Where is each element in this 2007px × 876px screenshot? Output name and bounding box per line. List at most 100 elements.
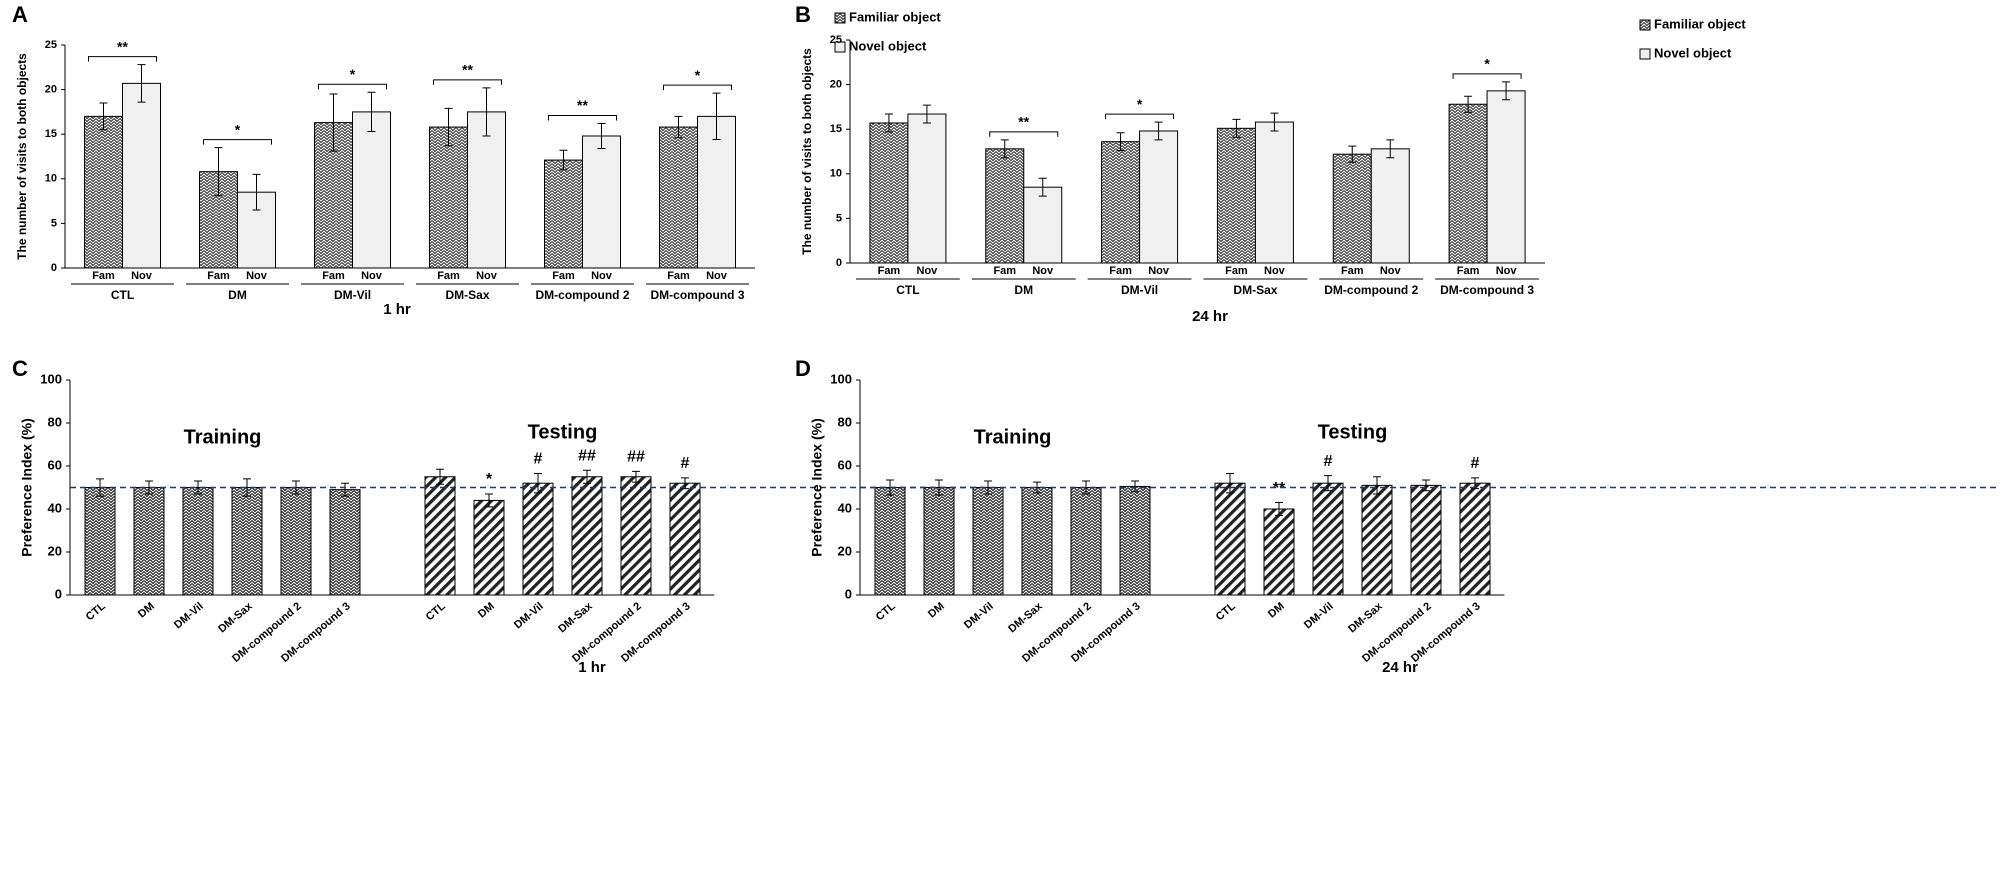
error-bar [1324, 475, 1332, 492]
bar-label: Nov [591, 270, 613, 282]
x-tick-label: DM-compound 3 [651, 288, 745, 302]
significance-bracket [318, 83, 387, 90]
bar [582, 135, 621, 269]
bar [659, 126, 698, 269]
x-tick-label: DM-Sax [556, 600, 595, 636]
panel-letter: D [795, 356, 811, 381]
error-bar [1275, 502, 1283, 516]
bar [1459, 482, 1491, 596]
x-axis-label: 24 hr [1192, 308, 1228, 325]
significance-label: ## [627, 449, 645, 466]
legend-label: Novel object [849, 38, 927, 53]
x-tick-label: DM-Vil [1302, 600, 1336, 631]
bar-label: Nov [917, 265, 939, 277]
group-label: Training [974, 426, 1052, 448]
significance-bracket [1105, 113, 1175, 120]
bar [1448, 103, 1488, 264]
y-tick-label: 20 [45, 84, 57, 96]
bar-label: Nov [1148, 265, 1170, 277]
bar-label: Fam [1457, 265, 1480, 277]
x-tick-label: DM [136, 600, 157, 620]
error-bar [194, 480, 202, 495]
y-tick-label: 10 [45, 173, 57, 185]
significance-bracket [88, 56, 157, 62]
error-bar [1373, 476, 1381, 495]
bar-label: Fam [92, 270, 115, 282]
bar [1216, 127, 1256, 264]
x-tick-label: DM [926, 600, 947, 620]
bar [84, 115, 123, 269]
bar-label: Nov [246, 270, 268, 282]
y-tick-label: 40 [48, 500, 62, 515]
error-bar [1502, 81, 1511, 101]
x-tick-label: DM-Sax [445, 288, 489, 302]
x-tick-label: DM [228, 288, 247, 302]
x-axis-label: 1 hr [383, 301, 411, 318]
significance-label: * [1484, 56, 1490, 72]
error-bar [145, 480, 153, 495]
bar-label: Nov [1032, 265, 1054, 277]
significance-bracket [1452, 73, 1522, 79]
y-tick-label: 100 [40, 371, 62, 386]
bar-label: Nov [1380, 265, 1402, 277]
x-tick-label: DM [476, 600, 497, 620]
panel-letter: B [795, 2, 811, 27]
bar [1101, 141, 1141, 264]
legend-swatch [1639, 19, 1651, 31]
significance-label: ## [578, 448, 596, 465]
y-tick-label: 15 [45, 128, 57, 140]
x-tick-label: DM [1266, 600, 1287, 620]
significance-bracket [433, 79, 502, 85]
error-bar [329, 93, 338, 152]
error-bar [1348, 145, 1357, 163]
panel-letter: A [12, 2, 28, 27]
significance-bracket [663, 84, 732, 91]
x-tick-label: DM-Sax [1346, 600, 1385, 636]
bar [1486, 90, 1526, 264]
bar [352, 111, 391, 269]
y-tick-label: 0 [55, 586, 62, 601]
x-tick-label: DM-Sax [216, 600, 255, 636]
y-tick-label: 80 [48, 414, 62, 429]
error-bar [935, 479, 943, 496]
y-tick-label: 60 [48, 457, 62, 472]
panel-letter: C [12, 356, 28, 381]
significance-label: ** [117, 38, 128, 54]
error-bar [1270, 112, 1279, 132]
bar [544, 159, 583, 269]
y-tick-label: 25 [45, 39, 57, 51]
legend-label: Familiar object [849, 9, 941, 24]
significance-label: * [350, 66, 356, 82]
y-tick-label: 20 [830, 79, 842, 91]
error-bar [597, 122, 606, 149]
y-tick-label: 10 [830, 168, 842, 180]
y-tick-label: 20 [48, 543, 62, 558]
bar-label: Nov [1264, 265, 1286, 277]
error-bar [214, 147, 223, 197]
bar [1070, 487, 1102, 596]
error-bar [482, 87, 491, 137]
significance-label: * [486, 471, 493, 488]
x-tick-label: CTL [424, 600, 448, 623]
significance-bracket [203, 139, 272, 145]
error-bar [1232, 118, 1241, 138]
y-axis-label: Preference Index (%) [809, 418, 825, 557]
error-bar [341, 482, 349, 497]
x-axis-label: 1 hr [578, 659, 606, 676]
y-tick-label: 0 [836, 257, 842, 269]
bar [1254, 121, 1294, 264]
bar [329, 489, 361, 596]
bar [1119, 485, 1151, 596]
error-bar [1422, 479, 1430, 492]
x-tick-label: CTL [84, 600, 108, 623]
group-label: Testing [1318, 421, 1388, 443]
y-tick-label: 60 [838, 457, 852, 472]
x-tick-label: CTL [874, 600, 898, 623]
bar-label: Fam [993, 265, 1016, 277]
bar [182, 487, 214, 596]
y-tick-label: 80 [838, 414, 852, 429]
significance-label: # [534, 451, 543, 468]
bar-label: Nov [1496, 265, 1518, 277]
error-bar [884, 113, 893, 133]
error-bar [252, 173, 261, 211]
